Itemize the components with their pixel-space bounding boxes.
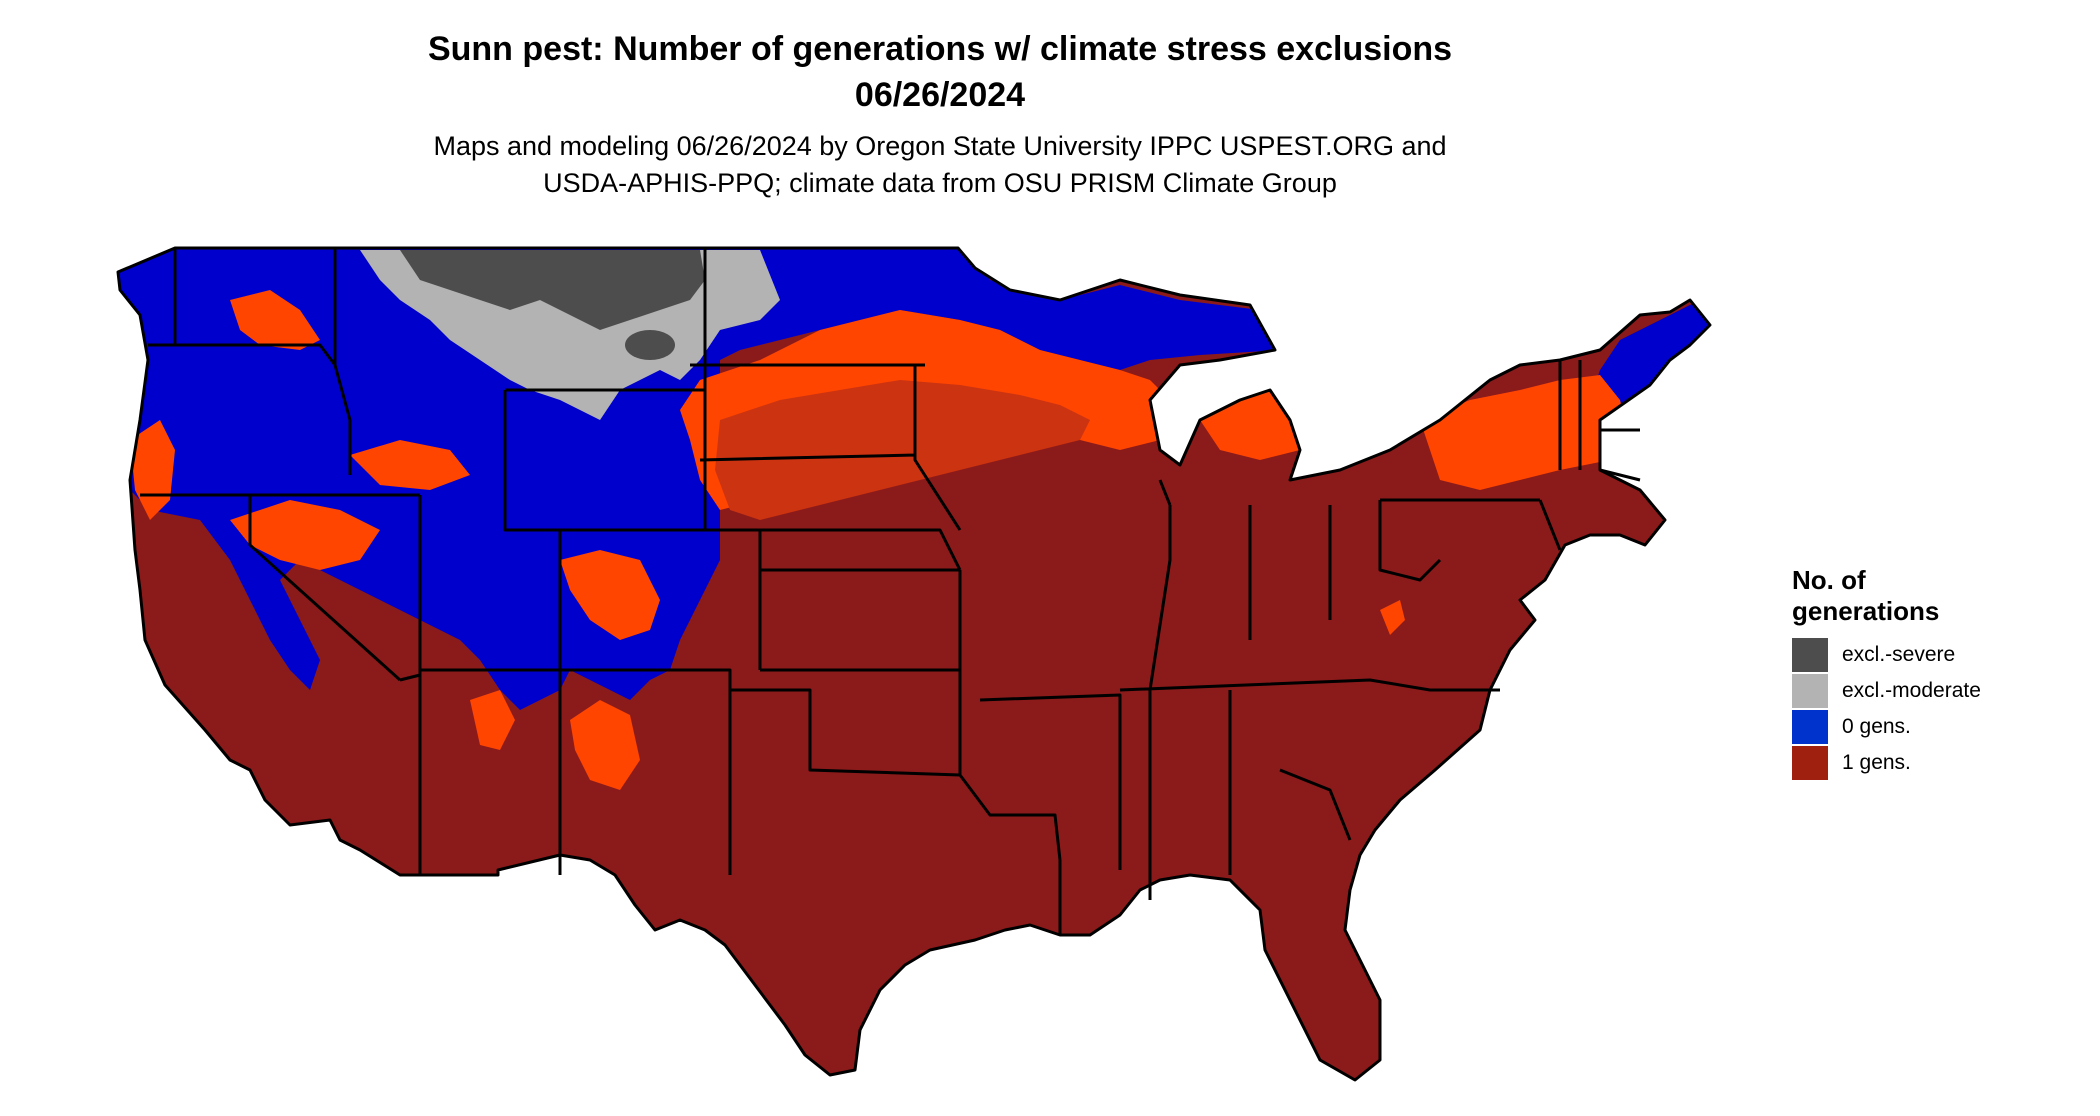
excl-severe-patch <box>625 330 675 360</box>
zero-gens-region-north-central <box>700 248 1280 370</box>
map-subtitle: Maps and modeling 06/26/2024 by Oregon S… <box>0 128 1880 202</box>
legend-title-line-1: No. of <box>1792 565 1866 595</box>
title-line-2: 06/26/2024 <box>854 76 1026 114</box>
transition-band-arizona <box>470 690 515 750</box>
excl-severe-region <box>400 250 705 330</box>
legend-title-line-2: generations <box>1792 596 1940 626</box>
legend-swatch-excl-severe <box>1792 638 1828 672</box>
transition-band-mid <box>715 380 1090 520</box>
transition-band-northwest <box>230 290 320 350</box>
transition-band-idaho <box>350 440 470 490</box>
legend-title: No. of generations <box>1792 565 1981 627</box>
subtitle-line-1: Maps and modeling 06/26/2024 by Oregon S… <box>433 131 1447 161</box>
transition-band-appalachia <box>1380 600 1405 635</box>
legend: No. of generations excl.-severe excl.-mo… <box>1792 565 1981 781</box>
transition-band-great-basin <box>230 500 380 570</box>
legend-label-zero-gens: 0 gens. <box>1842 715 1911 738</box>
legend-item-one-gen: 1 gens. <box>1792 745 1981 781</box>
map-title: Sunn pest: Number of generations w/ clim… <box>0 26 1880 118</box>
transition-band-new-mexico <box>570 700 640 790</box>
legend-label-excl-moderate: excl.-moderate <box>1842 679 1981 702</box>
zero-gens-region-northeast <box>1590 300 1710 470</box>
title-line-1: Sunn pest: Number of generations w/ clim… <box>427 30 1453 68</box>
legend-item-excl-moderate: excl.-moderate <box>1792 673 1981 709</box>
legend-swatch-excl-moderate <box>1792 674 1828 708</box>
state-border-lines <box>140 248 1641 935</box>
legend-item-zero-gens: 0 gens. <box>1792 709 1981 745</box>
transition-band-rockies <box>560 550 660 640</box>
legend-label-one-gen: 1 gens. <box>1842 751 1911 774</box>
legend-swatch-zero-gens <box>1792 710 1828 744</box>
legend-label-excl-severe: excl.-severe <box>1842 643 1956 666</box>
legend-item-excl-severe: excl.-severe <box>1792 637 1981 673</box>
subtitle-line-2: USDA-APHIS-PPQ; climate data from OSU PR… <box>543 168 1337 198</box>
state-borders <box>116 246 1712 1082</box>
legend-swatch-one-gen <box>1792 746 1828 780</box>
transition-band-northeast <box>1420 375 1630 490</box>
